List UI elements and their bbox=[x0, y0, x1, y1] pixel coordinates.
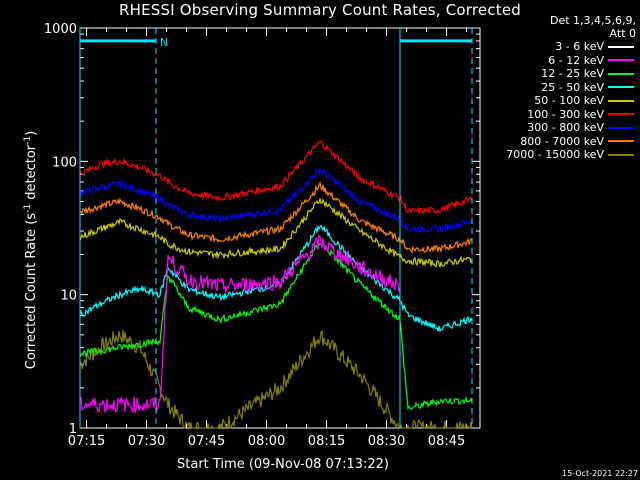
series-line bbox=[79, 233, 401, 415]
legend-swatch bbox=[608, 99, 634, 102]
legend-item: 6 - 12 keV bbox=[478, 54, 638, 68]
legend-header-line2: Att 0 bbox=[609, 27, 636, 40]
legend-item: 800 - 7000 keV bbox=[478, 135, 638, 149]
legend-swatch bbox=[608, 113, 634, 116]
legend-item-label: 50 - 100 keV bbox=[534, 94, 604, 108]
y-tick-label: 10 bbox=[60, 289, 77, 304]
night-markers: N bbox=[79, 28, 473, 428]
y-tick-label: 100 bbox=[52, 155, 77, 170]
series-layer bbox=[79, 140, 473, 431]
legend-header-line1: Det 1,3,4,5,6,9, bbox=[549, 14, 636, 27]
legend-item-label: 12 - 25 keV bbox=[541, 67, 604, 81]
night-label: N bbox=[160, 36, 168, 49]
series-line bbox=[79, 240, 473, 411]
series-line bbox=[79, 329, 473, 431]
legend-item: 50 - 100 keV bbox=[478, 94, 638, 108]
legend-swatch bbox=[608, 153, 634, 156]
x-tick-label: 07:15 bbox=[68, 434, 105, 449]
x-tick-label: 07:45 bbox=[188, 434, 225, 449]
x-tick-label: 08:15 bbox=[308, 434, 345, 449]
series-line bbox=[79, 140, 473, 215]
timestamp: 15-Oct-2021 22:27 bbox=[562, 469, 638, 478]
legend-swatch bbox=[608, 126, 634, 129]
plot-axes: 1 10 100 1000 07:15 07:30 07:45 08:00 08:15 08:30… bbox=[44, 22, 481, 449]
series-line bbox=[168, 258, 401, 352]
legend-item-label: 6 - 12 keV bbox=[548, 53, 604, 67]
series-line bbox=[79, 197, 473, 268]
series-line bbox=[79, 180, 473, 254]
legend-swatch bbox=[608, 140, 634, 143]
chart-title: RHESSI Observing Summary Count Rates, Co… bbox=[118, 1, 521, 19]
x-tick-label: 08:30 bbox=[368, 434, 405, 449]
x-tick-label: 07:30 bbox=[128, 434, 165, 449]
legend-swatch bbox=[608, 59, 634, 62]
y-tick-label: 1000 bbox=[44, 22, 77, 37]
legend-item: 300 - 800 keV bbox=[478, 121, 638, 135]
legend-item-label: 300 - 800 keV bbox=[527, 121, 604, 135]
legend-item: 25 - 50 keV bbox=[478, 81, 638, 95]
x-tick-label: 08:45 bbox=[428, 434, 465, 449]
legend-item-label: 100 - 300 keV bbox=[527, 107, 604, 121]
legend-swatch bbox=[608, 45, 634, 48]
y-tick-label: 1 bbox=[69, 422, 77, 437]
legend: Det 1,3,4,5,6,9, Att 0 3 - 6 keV 6 - 12 k… bbox=[478, 14, 638, 162]
y-axis-label: Corrected Count Rate (s-1 detector-1) bbox=[23, 131, 39, 369]
plot-frame bbox=[79, 27, 481, 429]
legend-item-label: 7000 - 15000 keV bbox=[506, 148, 604, 162]
x-axis-label: Start Time (09-Nov-08 07:13:22) bbox=[177, 457, 389, 472]
series-line bbox=[79, 167, 473, 235]
legend-item-label: 3 - 6 keV bbox=[555, 40, 604, 54]
legend-item: 12 - 25 keV bbox=[478, 67, 638, 81]
x-tick-label: 08:00 bbox=[248, 434, 285, 449]
legend-item-label: 25 - 50 keV bbox=[541, 80, 604, 94]
legend-item: 3 - 6 keV bbox=[478, 40, 638, 54]
legend-item: 100 - 300 keV bbox=[478, 108, 638, 122]
legend-swatch bbox=[608, 72, 634, 75]
legend-item-label: 800 - 7000 keV bbox=[520, 134, 604, 148]
series-line bbox=[79, 224, 473, 333]
legend-item: 7000 - 15000 keV bbox=[478, 148, 638, 162]
legend-swatch bbox=[608, 86, 634, 89]
